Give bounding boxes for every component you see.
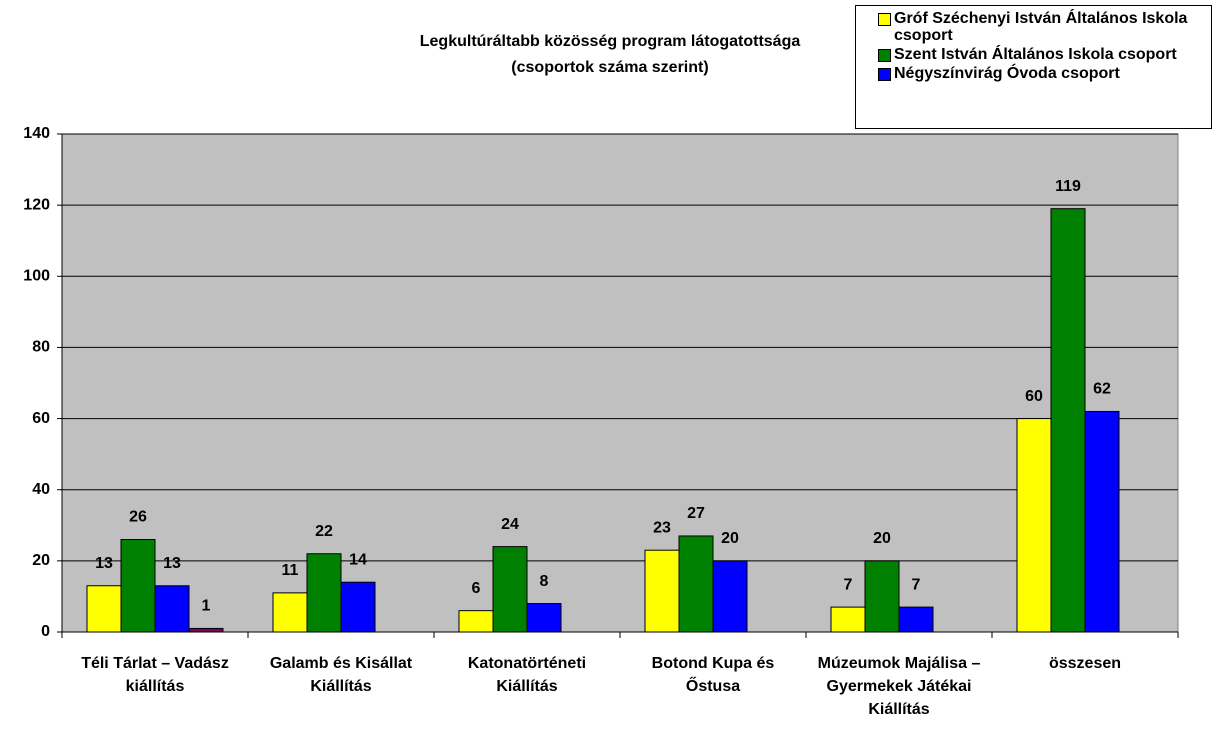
legend-label: Gróf Széchenyi István Általános Iskola c… [894,10,1188,44]
value-label: 26 [129,509,147,526]
bar [864,560,900,633]
value-label: 23 [653,519,671,536]
value-label: 13 [163,555,181,572]
y-tick-label: 80 [32,339,50,356]
y-tick-label: 140 [23,125,50,142]
bar [1016,418,1052,633]
value-label: 13 [95,555,113,572]
bar [526,603,562,633]
value-label: 11 [282,562,299,579]
bar [898,606,934,633]
plot-area [61,133,1179,633]
legend-label: Szent István Általános Iskola csoport [894,46,1177,63]
value-label: 7 [912,576,921,593]
y-tick-label: 60 [32,410,50,427]
bar [1084,410,1120,633]
y-tick-label: 20 [32,552,50,569]
bar [712,560,748,633]
y-tick-label: 40 [32,481,50,498]
legend-swatch [878,13,891,26]
y-tick-label: 0 [41,623,50,640]
value-label: 60 [1025,388,1043,405]
bar [340,581,376,633]
bar [458,610,494,633]
x-tick-label: Múzeumok Majálisa – Gyermekek Játékai Ki… [817,655,981,718]
x-tick-label: Katonatörténeti Kiállítás [467,655,587,695]
x-tick-label: Téli Tárlat – Vadász kiállítás [81,655,229,695]
legend-label: Négyszínvirág Óvoda csoport [894,65,1120,82]
value-label: 27 [687,505,705,522]
value-label: 119 [1055,178,1081,195]
bar [120,539,156,633]
bar [306,553,342,633]
bar [1050,208,1086,633]
legend-entry: Gróf Széchenyi István Általános Iskola c… [878,10,1201,44]
value-label: 1 [202,598,211,615]
bar [830,606,866,633]
value-label: 8 [540,573,549,590]
y-tick-label: 100 [23,268,50,285]
x-tick-label: Galamb és Kisállat Kiállítás [269,655,413,695]
bar [492,546,528,633]
bar [644,549,680,633]
legend-entry: Szent István Általános Iskola csoport [878,46,1201,63]
value-label: 62 [1093,381,1111,398]
legend: Gróf Széchenyi István Általános Iskola c… [855,5,1212,129]
value-label: 20 [873,530,891,547]
x-tick-label: Botond Kupa és Őstusa [651,655,775,695]
x-tick-label: összesen [1048,655,1122,672]
y-tick-label: 120 [23,196,50,213]
legend-entry: Négyszínvirág Óvoda csoport [878,65,1201,82]
value-label: 7 [844,576,853,593]
value-label: 20 [721,530,739,547]
bar [678,535,714,633]
chart-subtitle: (csoportok száma szerint) [511,59,708,76]
value-label: 6 [472,580,481,597]
bar [86,585,122,633]
bar [188,627,224,633]
value-label: 14 [349,551,367,568]
legend-swatch [878,68,891,81]
bar [272,592,308,633]
chart-title: Legkultúráltabb közösség program látogat… [420,33,801,50]
legend-swatch [878,49,891,62]
value-label: 22 [315,523,333,540]
value-label: 24 [501,516,519,533]
bar [154,585,190,633]
